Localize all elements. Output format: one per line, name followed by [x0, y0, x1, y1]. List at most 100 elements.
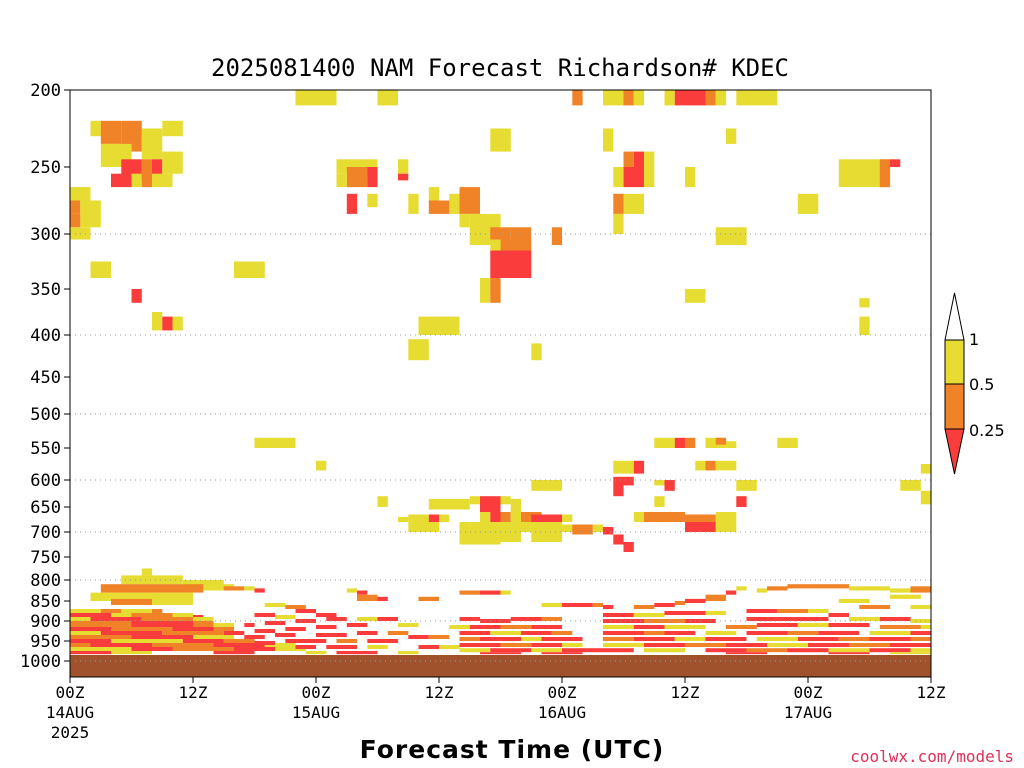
heatmap-cell: [90, 261, 111, 278]
heatmap-cell: [172, 613, 193, 617]
heatmap-cell: [490, 512, 501, 522]
heatmap-cell: [408, 193, 419, 214]
heatmap-cell: [152, 173, 173, 188]
heatmap-cell: [787, 648, 829, 653]
heatmap-cell: [162, 120, 183, 137]
heatmap-cell: [705, 437, 726, 448]
heatmap-cell: [613, 476, 624, 497]
heatmap-cell: [100, 120, 122, 144]
heatmap-cell: [346, 167, 368, 188]
heatmap-cell: [439, 645, 460, 649]
y-tick-label: 750: [30, 548, 61, 568]
heatmap-cell: [726, 128, 737, 144]
heatmap-cell: [480, 590, 501, 595]
heatmap-cell: [674, 437, 686, 448]
heatmap-cell: [459, 532, 501, 545]
heatmap-cell: [633, 512, 645, 522]
heatmap-cell: [746, 631, 788, 635]
heatmap-cell: [879, 617, 911, 621]
heatmap-cell: [756, 623, 798, 627]
heatmap-cell: [562, 603, 593, 607]
heatmap-cell: [346, 588, 358, 593]
heatmap-cell: [613, 167, 624, 188]
heatmap-cell: [244, 635, 265, 639]
heatmap-cell: [387, 631, 409, 635]
heatmap-cell: [459, 187, 480, 214]
heatmap-cell: [459, 522, 470, 532]
heatmap-cell: [828, 648, 870, 653]
heatmap-cell: [603, 637, 634, 641]
heatmap-cell: [121, 609, 153, 613]
heatmap-cell: [490, 278, 501, 303]
y-tick-label: 650: [30, 498, 61, 518]
heatmap-cell: [316, 625, 337, 629]
heatmap-cell: [644, 648, 685, 653]
heatmap-cell: [203, 584, 235, 591]
heatmap-cell: [879, 159, 891, 188]
heatmap-cell: [480, 278, 491, 303]
x-tick-date: 17AUG: [784, 703, 832, 722]
legend-label: 1: [969, 330, 979, 349]
heatmap-cell: [275, 633, 296, 637]
y-tick-label: 250: [30, 158, 61, 178]
heatmap-cell: [264, 603, 286, 607]
heatmap-cell: [531, 643, 563, 647]
heatmap-cell: [808, 643, 849, 647]
plot-frame: [69, 89, 932, 678]
heatmap-cell: [777, 609, 809, 613]
heatmap-cell: [664, 90, 675, 106]
heatmap-cell: [500, 496, 511, 505]
heatmap-cell: [500, 625, 532, 629]
heatmap-cell: [920, 625, 932, 629]
heatmap-cell: [797, 623, 829, 627]
heatmap-cell: [510, 617, 542, 621]
heatmap-cell: [490, 239, 501, 251]
heatmap-cell: [459, 617, 480, 621]
y-tick-label: 400: [30, 326, 61, 346]
heatmap-cell: [633, 625, 665, 629]
heatmap-cell: [398, 651, 419, 655]
y-tick-label: 450: [30, 368, 61, 388]
heatmap-cell: [531, 514, 563, 522]
y-tick-label: 850: [30, 592, 61, 612]
heatmap-cell: [80, 200, 101, 228]
heatmap-cell: [193, 635, 234, 639]
heatmap-cell: [162, 631, 224, 635]
heatmap-cell: [603, 605, 614, 609]
heatmap-cell: [633, 637, 675, 641]
heatmap-cell: [572, 524, 593, 535]
heatmap-cell: [141, 159, 153, 181]
heatmap-cell: [90, 617, 142, 621]
heatmap-cell: [726, 643, 767, 647]
grid-lines: [70, 233, 931, 662]
plot-background: [70, 90, 931, 677]
heatmap-cell: [469, 522, 563, 532]
heatmap-cell: [469, 625, 501, 629]
heatmap-cell: [285, 627, 306, 631]
heatmap-cell: [726, 441, 737, 448]
x-tick-label: 12Z: [671, 683, 700, 702]
credit-text: coolwx.com/models: [850, 747, 1014, 766]
y-tick-label: 500: [30, 405, 61, 425]
heatmap-cell: [849, 586, 890, 591]
y-tick-label: 600: [30, 471, 61, 491]
heatmap-cell: [685, 514, 716, 522]
heatmap-cell: [295, 609, 316, 613]
heatmap-cell: [623, 542, 634, 552]
heatmap-cell: [213, 627, 234, 631]
x-axis-label: Forecast Time (UTC): [360, 735, 665, 764]
heatmap-cell: [141, 173, 153, 188]
heatmap-cell: [808, 609, 829, 613]
heatmap-cell: [70, 639, 111, 643]
heatmap-cell: [213, 651, 255, 655]
heatmap-cell: [746, 609, 778, 613]
heatmap-cell: [141, 617, 194, 621]
heatmap-cell: [603, 128, 614, 152]
heatmap-cell: [910, 605, 931, 609]
heatmap-cell: [469, 496, 481, 505]
heatmap-cell: [797, 193, 819, 214]
heatmap-cell: [674, 90, 706, 106]
heatmap-cell: [879, 625, 921, 629]
heatmap-cell: [531, 480, 563, 491]
heatmap-cell: [736, 496, 747, 507]
